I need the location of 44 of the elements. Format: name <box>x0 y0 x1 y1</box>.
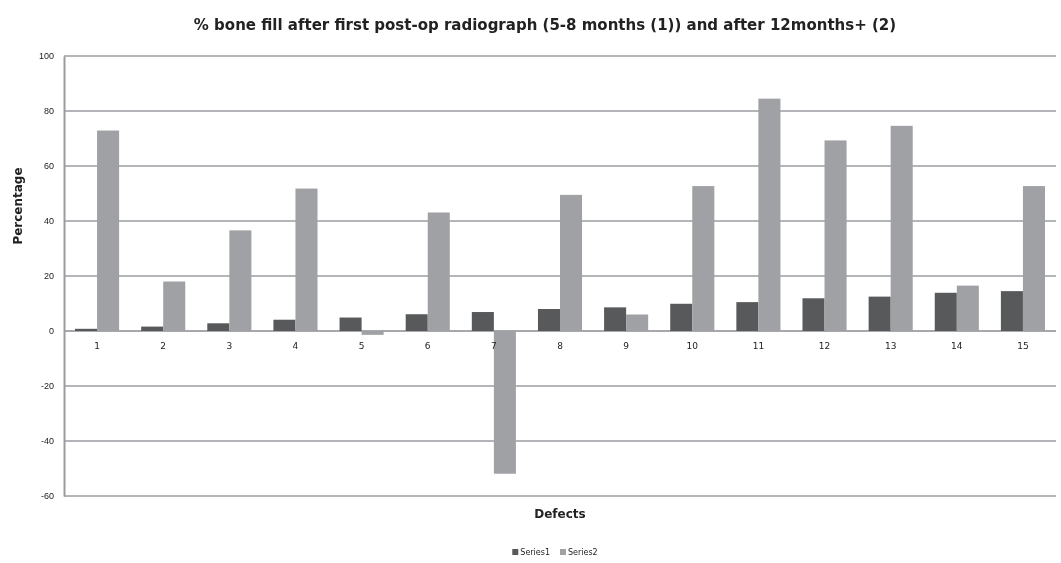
x-tick-label: 13 <box>884 341 897 351</box>
bar <box>670 303 693 331</box>
x-tick-label: 3 <box>226 341 233 351</box>
legend-label: Series1 <box>520 548 550 557</box>
bar <box>141 326 164 331</box>
x-tick-label: 2 <box>160 341 167 351</box>
x-tick-label: 8 <box>557 341 564 351</box>
y-axis-title: Percentage <box>11 167 25 245</box>
bar <box>934 292 957 331</box>
x-axis-title: Defects <box>534 507 586 521</box>
bar <box>537 309 560 331</box>
x-tick-label: 6 <box>424 341 431 351</box>
x-tick-label: 10 <box>686 341 699 351</box>
x-tick-label: 11 <box>752 341 765 351</box>
x-tick-label: 12 <box>818 341 831 351</box>
bar <box>802 298 825 331</box>
x-tick-label: 14 <box>951 341 963 351</box>
x-tick-label: 5 <box>358 341 365 351</box>
bar <box>1000 291 1023 331</box>
bar <box>604 307 627 331</box>
bar <box>207 323 230 331</box>
y-tick-label: 80 <box>43 106 54 117</box>
y-tick-label: -20 <box>40 381 54 392</box>
bar <box>339 317 362 331</box>
y-tick-label: 40 <box>43 216 54 227</box>
x-tick-label: 1 <box>94 341 100 351</box>
legend-label: Series2 <box>568 548 598 557</box>
y-tick-label: 60 <box>43 161 54 172</box>
y-tick-label: -60 <box>40 491 54 502</box>
y-tick-label: -40 <box>40 436 54 447</box>
bar <box>273 319 296 331</box>
bar <box>736 302 759 331</box>
bar <box>75 328 98 331</box>
x-tick-label: 9 <box>623 341 630 351</box>
y-tick-label: 0 <box>48 326 54 337</box>
x-tick-label: 7 <box>491 341 497 351</box>
chart-title: % bone fill after first post-op radiograph (5-8 months (1)) and after 12months+ (2) <box>193 16 897 34</box>
x-tick-label: 4 <box>292 341 299 351</box>
x-tick-label: 15 <box>1017 341 1029 351</box>
bar <box>868 296 891 331</box>
y-tick-label: 100 <box>38 51 54 62</box>
y-tick-label: 20 <box>43 271 54 282</box>
bar <box>471 312 494 331</box>
bar <box>405 314 428 331</box>
